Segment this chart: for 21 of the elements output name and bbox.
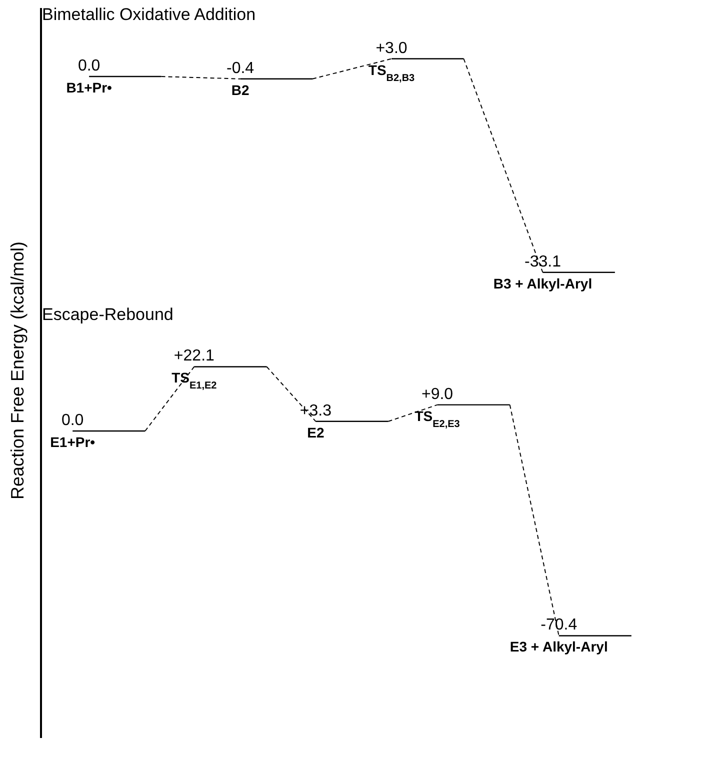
data-label: 0.0 bbox=[61, 412, 84, 429]
data-label: -70.4 bbox=[540, 616, 578, 634]
data-label: +3.3 bbox=[300, 402, 332, 420]
data-label: +22.1 bbox=[174, 348, 214, 365]
category-label: TS$_{B2,B3}$ bbox=[368, 62, 416, 84]
data-label: +9.0 bbox=[421, 386, 454, 403]
data-label: 0.0 bbox=[78, 58, 100, 75]
text: Bimetallic Oxidative Addition bbox=[42, 5, 256, 24]
category-label: E3 + Alkyl-Aryl bbox=[510, 638, 608, 655]
data-label: +3.0 bbox=[376, 40, 408, 57]
category-label: E2 bbox=[307, 424, 324, 440]
category-label: E1+Pr• bbox=[50, 434, 96, 450]
category-label: TS$_{E2,E3}$ bbox=[414, 408, 460, 430]
text: Escape-Rebound bbox=[42, 305, 174, 324]
category-label: TS$_{E1,E2}$ bbox=[172, 370, 218, 392]
category-label: B3 + Alkyl-Aryl bbox=[493, 275, 592, 292]
category-label: B2 bbox=[231, 82, 250, 98]
data-label: -33.1 bbox=[524, 253, 562, 270]
category-label: B1+Pr• bbox=[66, 80, 112, 96]
data-label: -0.4 bbox=[226, 60, 254, 77]
text: Reaction Free Energy (kcal/mol) bbox=[8, 240, 28, 500]
